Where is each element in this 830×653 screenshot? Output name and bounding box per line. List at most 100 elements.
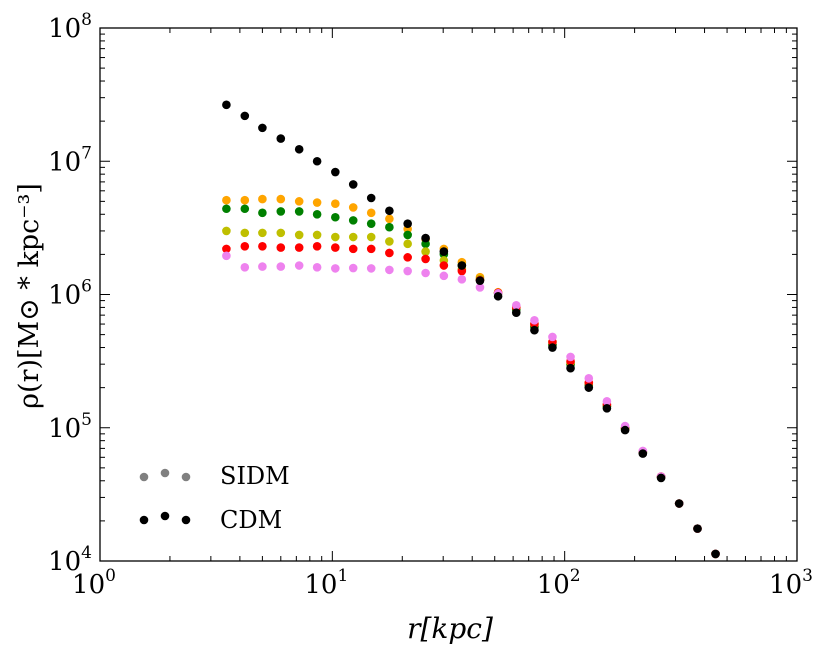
- legend-marker: [139, 472, 149, 482]
- data-point: [475, 276, 485, 285]
- data-point: [312, 209, 322, 219]
- legend-cdm-markers: [139, 511, 191, 525]
- data-point: [511, 300, 521, 310]
- data-point: [222, 226, 231, 236]
- data-point: [294, 197, 304, 206]
- legend-label-sidm: SIDM: [220, 462, 290, 490]
- legend-sidm-markers: [139, 468, 191, 482]
- y-tick-label: 107: [48, 143, 92, 177]
- data-point: [276, 243, 286, 252]
- data-point: [366, 232, 376, 242]
- data-point: [276, 207, 286, 216]
- data-point: [421, 233, 430, 243]
- data-point: [493, 291, 503, 301]
- series-cdm: [222, 100, 720, 559]
- legend-marker: [181, 472, 191, 482]
- data-point: [258, 208, 267, 218]
- data-point: [548, 343, 557, 352]
- data-point: [421, 247, 430, 256]
- data-points: [222, 100, 720, 559]
- data-point: [403, 253, 412, 262]
- data-point: [222, 195, 231, 205]
- data-point: [331, 199, 340, 209]
- legend: SIDM CDM: [139, 462, 290, 534]
- data-point: [530, 325, 539, 335]
- data-point: [294, 144, 304, 154]
- data-point: [240, 241, 250, 251]
- data-point: [421, 268, 430, 278]
- data-point: [403, 219, 412, 228]
- data-point: [331, 167, 340, 177]
- data-point: [385, 265, 394, 275]
- data-point: [366, 219, 376, 228]
- data-point: [366, 264, 376, 273]
- data-point: [457, 261, 467, 270]
- data-point: [348, 203, 358, 212]
- plot-area: [99, 27, 798, 562]
- data-point: [348, 180, 358, 189]
- data-point: [240, 111, 250, 121]
- data-point: [439, 261, 449, 270]
- data-point: [566, 352, 575, 362]
- data-point: [366, 208, 376, 218]
- data-point: [312, 263, 322, 272]
- data-point: [276, 194, 286, 204]
- data-point: [584, 374, 594, 383]
- data-point: [385, 237, 394, 246]
- data-point: [602, 403, 612, 413]
- y-tick-label: 105: [48, 410, 92, 444]
- data-point: [312, 230, 322, 240]
- data-point: [331, 243, 340, 252]
- data-point: [385, 214, 394, 224]
- legend-marker: [160, 511, 170, 521]
- data-point: [711, 549, 720, 559]
- y-tick-label: 108: [48, 10, 92, 44]
- legend-marker: [160, 468, 170, 478]
- data-point: [294, 243, 304, 252]
- data-point: [258, 228, 267, 238]
- data-point: [312, 241, 322, 251]
- data-point: [403, 239, 412, 249]
- data-point: [348, 216, 358, 225]
- data-point: [620, 425, 630, 435]
- data-point: [403, 230, 412, 240]
- data-point: [530, 316, 539, 325]
- data-point: [348, 232, 358, 242]
- data-point: [294, 207, 304, 216]
- x-tick-label: 101: [304, 566, 348, 600]
- data-point: [240, 195, 250, 205]
- data-point: [258, 262, 267, 271]
- data-point: [294, 230, 304, 240]
- data-point: [312, 156, 322, 166]
- data-point: [294, 261, 304, 270]
- y-tick-label: 106: [48, 277, 92, 311]
- data-point: [638, 449, 648, 458]
- data-point: [366, 244, 376, 254]
- x-tick-label: 102: [537, 566, 581, 600]
- data-point: [312, 198, 322, 207]
- legend-label-cdm: CDM: [220, 506, 282, 534]
- x-tick-label: 103: [769, 566, 813, 600]
- data-point: [348, 244, 358, 254]
- data-point: [693, 524, 702, 533]
- data-point: [348, 263, 358, 273]
- data-point: [240, 204, 250, 214]
- data-point: [403, 266, 412, 276]
- data-point: [548, 332, 557, 342]
- data-point: [475, 283, 485, 292]
- data-point: [385, 222, 394, 232]
- data-point: [276, 134, 286, 143]
- data-point: [511, 308, 521, 318]
- axis-ticks: [99, 28, 797, 562]
- x-tick-label: 100: [72, 566, 116, 600]
- data-point: [439, 271, 449, 281]
- data-point: [602, 396, 612, 406]
- legend-marker: [181, 515, 191, 525]
- data-point: [584, 383, 594, 392]
- data-point: [457, 275, 467, 284]
- data-point: [421, 254, 430, 264]
- data-point: [366, 193, 376, 203]
- y-axis-label: ρ(r)[M⊙ * kpc⁻³]: [14, 183, 45, 409]
- x-axis-label: r[kpc]: [407, 612, 493, 645]
